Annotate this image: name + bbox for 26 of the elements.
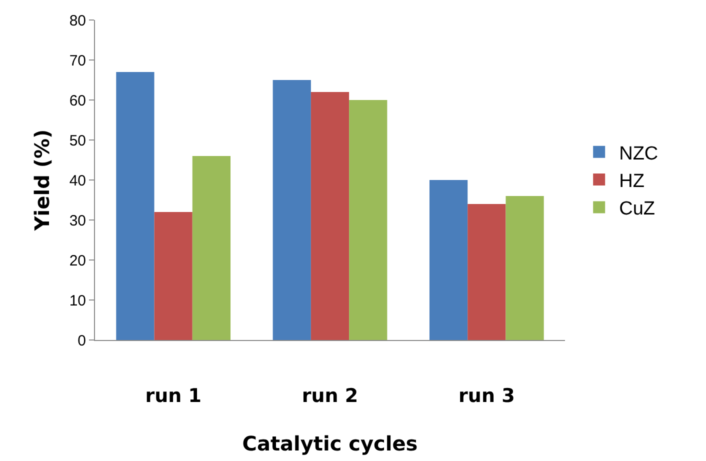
- legend-label: HZ: [619, 170, 645, 192]
- y-tick-label: 30: [69, 212, 86, 230]
- x-axis-title: Catalytic cycles: [242, 431, 418, 456]
- bar: [310, 92, 350, 340]
- bar: [116, 72, 154, 340]
- legend-label: NZC: [619, 143, 658, 164]
- bar: [192, 156, 231, 340]
- y-tick-label: 80: [69, 12, 86, 30]
- y-tick-label: 40: [69, 172, 86, 190]
- bar: [468, 204, 506, 340]
- bar: [154, 212, 192, 340]
- y-tick-label: 10: [69, 292, 86, 310]
- y-tick-label: 70: [69, 52, 86, 70]
- y-tick-label: 0: [78, 332, 86, 350]
- y-tick-label: 50: [69, 132, 86, 150]
- bar: [506, 196, 544, 340]
- y-tick-label: 20: [69, 252, 86, 270]
- y-axis-title: Yield (%): [30, 129, 54, 232]
- x-tick-label: run 1: [145, 384, 202, 407]
- bar: [272, 80, 311, 340]
- x-tick-label: run 2: [302, 384, 358, 407]
- y-tick-label: 60: [69, 92, 86, 110]
- bar: [429, 180, 468, 340]
- x-tick-label: run 3: [458, 384, 515, 407]
- bar: [349, 100, 388, 340]
- legend-label: CuZ: [619, 198, 656, 220]
